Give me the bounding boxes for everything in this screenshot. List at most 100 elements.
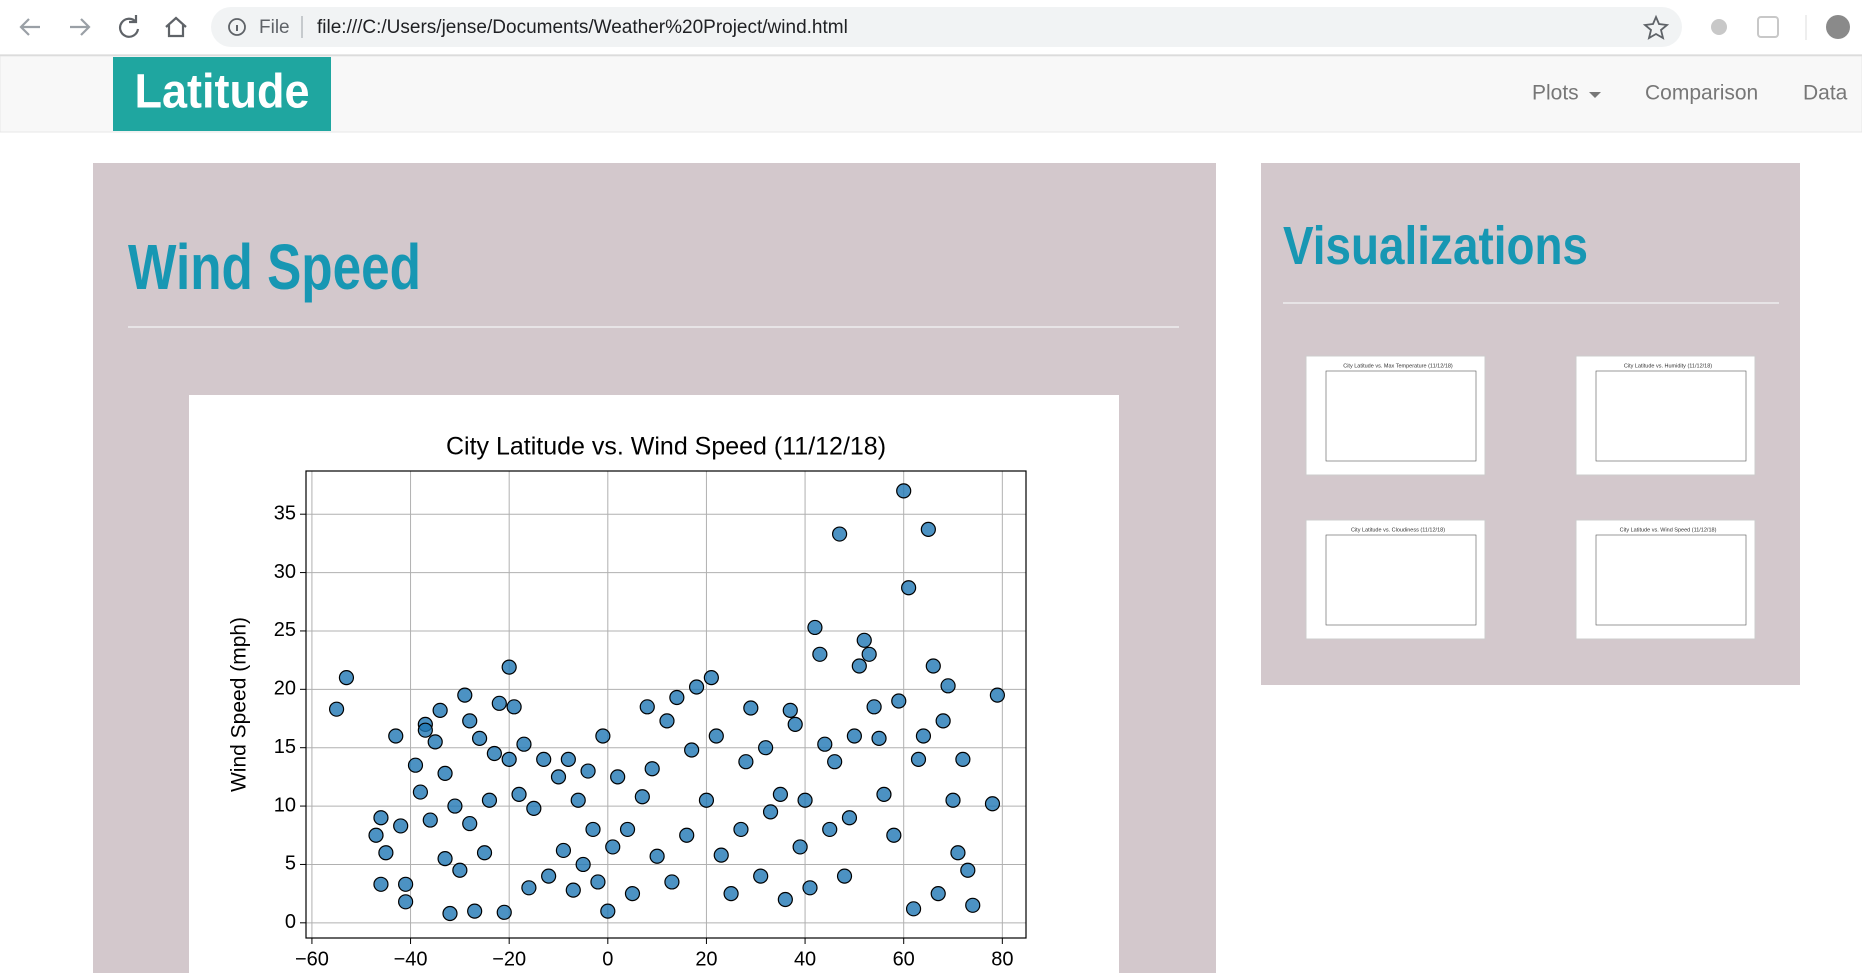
- data-point: [758, 740, 774, 756]
- data-point: [496, 904, 512, 920]
- data-point: [945, 792, 961, 808]
- data-point: [442, 905, 458, 922]
- data-point: [600, 903, 616, 919]
- data-point: [619, 821, 636, 838]
- data-point: [565, 882, 581, 898]
- extension-icon[interactable]: [1711, 19, 1727, 35]
- y-tick-label: 15: [274, 736, 296, 758]
- y-tick-label: 5: [285, 853, 296, 875]
- url: file:///C:/Users/jense/Documents/Weather…: [317, 17, 848, 38]
- data-point: [590, 874, 606, 890]
- data-point: [708, 728, 724, 744]
- data-point: [856, 632, 872, 648]
- data-point: [649, 848, 665, 864]
- data-point: [713, 847, 729, 863]
- data-point: [822, 821, 838, 838]
- data-point: [481, 792, 498, 808]
- data-point: [610, 769, 626, 785]
- thumbnail-plot-frame: [1325, 370, 1477, 462]
- data-point: [560, 751, 576, 767]
- data-point: [501, 751, 517, 767]
- data-point: [595, 728, 611, 744]
- data-point: [634, 789, 650, 805]
- data-point: [703, 670, 719, 686]
- data-point: [526, 800, 542, 817]
- home-button[interactable]: [165, 16, 187, 38]
- nav-link[interactable]: Plots: [1532, 82, 1579, 105]
- data-point: [861, 646, 877, 662]
- thumbnail[interactable]: [1305, 519, 1486, 640]
- data-point: [901, 580, 917, 596]
- data-point: [555, 842, 572, 859]
- data-point: [491, 695, 507, 711]
- main-heading: Wind Speed: [128, 231, 421, 303]
- brand[interactable]: Latitude: [135, 66, 310, 119]
- forward-button[interactable]: [70, 18, 91, 36]
- data-point: [476, 845, 493, 861]
- thumbnail-title: City Latitude vs. Humidity (11/12/18): [1624, 363, 1712, 369]
- data-point: [836, 868, 853, 884]
- data-point: [437, 765, 453, 781]
- data-point: [886, 827, 902, 843]
- chart: −60 −40 −20 0 20 40 60 80 0 5 10 15 20 25 30 35 City Lat…: [228, 433, 1027, 970]
- data-point: [624, 886, 641, 902]
- chart-title: City Latitude vs. Wind Speed (11/12/18): [446, 433, 886, 461]
- data-point: [536, 751, 552, 767]
- data-point: [580, 763, 596, 779]
- data-point: [373, 876, 389, 892]
- thumbnail-grid: City Latitude vs. Max Temperature (11/12…: [1305, 355, 1756, 640]
- data-point: [506, 699, 522, 715]
- data-point: [851, 658, 867, 674]
- data-point: [935, 713, 951, 729]
- data-point: [960, 862, 976, 878]
- omnibox[interactable]: [211, 7, 1682, 47]
- thumbnail[interactable]: [1305, 355, 1486, 476]
- data-point: [698, 792, 715, 808]
- data-point: [817, 736, 833, 752]
- y-tick-label: 10: [274, 794, 296, 816]
- data-point: [378, 845, 394, 861]
- nav-link[interactable]: Comparison: [1645, 82, 1758, 105]
- profile-avatar[interactable]: [1826, 15, 1850, 39]
- thumbnail-plot-frame: [1595, 534, 1747, 626]
- data-point: [930, 886, 946, 902]
- data-point: [452, 862, 468, 878]
- nav-link[interactable]: Data: [1803, 82, 1848, 105]
- data-point: [467, 903, 483, 919]
- x-tick-label: −40: [394, 948, 428, 970]
- data-point: [802, 880, 818, 896]
- extension-icon[interactable]: [1757, 16, 1779, 38]
- data-point: [782, 702, 798, 718]
- data-point: [412, 784, 429, 800]
- data-point: [521, 880, 537, 896]
- back-button[interactable]: [19, 18, 40, 36]
- data-point: [373, 810, 389, 826]
- data-point: [965, 897, 981, 913]
- data-point: [846, 728, 862, 744]
- thumbnail[interactable]: [1575, 519, 1756, 640]
- data-point: [940, 678, 956, 694]
- data-point: [422, 812, 438, 828]
- data-point: [925, 658, 941, 674]
- data-point: [733, 821, 749, 838]
- data-point: [516, 736, 532, 752]
- data-point: [762, 804, 779, 820]
- x-tick-label: 60: [893, 948, 915, 970]
- data-point: [669, 689, 685, 706]
- data-point: [989, 687, 1005, 703]
- data-point: [398, 894, 414, 910]
- thumbnail[interactable]: [1575, 355, 1756, 476]
- brand-box[interactable]: [113, 57, 331, 131]
- data-point: [827, 754, 843, 770]
- data-point: [679, 827, 695, 843]
- data-point: [738, 754, 754, 770]
- data-point: [417, 722, 433, 738]
- bookmark-star[interactable]: [1642, 14, 1670, 40]
- data-point: [328, 701, 345, 717]
- data-point: [432, 702, 448, 718]
- sidebar-heading: Visualizations: [1283, 216, 1588, 276]
- data-point: [471, 730, 488, 746]
- reload-button[interactable]: [118, 15, 140, 38]
- thumbnail-plot-frame: [1325, 534, 1477, 626]
